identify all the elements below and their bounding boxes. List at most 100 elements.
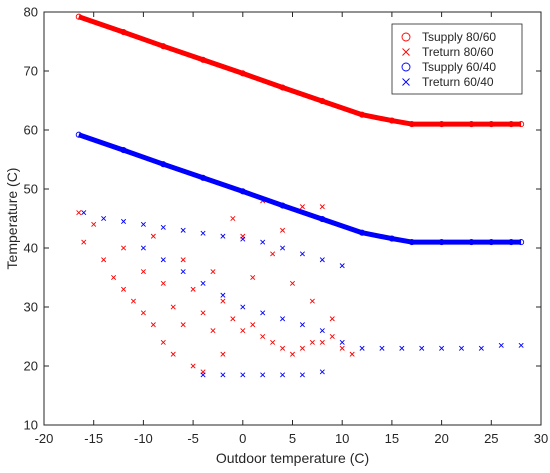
data-point [130, 298, 136, 304]
data-point [239, 188, 246, 195]
data-point [121, 286, 127, 292]
y-tick-label: 80 [24, 5, 38, 20]
data-point [339, 339, 345, 345]
data-point [299, 372, 305, 378]
series-1 [76, 198, 355, 375]
x-tick-label: 30 [534, 431, 548, 446]
data-point [200, 230, 206, 236]
data-point [468, 239, 475, 246]
series-2 [75, 131, 525, 246]
data-point [170, 351, 176, 357]
data-point [289, 280, 296, 286]
data-point [488, 121, 495, 128]
data-point [120, 29, 127, 36]
data-point [250, 322, 256, 328]
data-point [240, 236, 246, 242]
x-axis: -20 -15 -10 -5 0 5 10 15 20 25 30 [35, 12, 548, 446]
data-point [240, 372, 246, 378]
data-point [408, 121, 415, 128]
data-point [140, 310, 146, 316]
x-tick-label: -10 [134, 431, 153, 446]
x-axis-label: Outdoor temperature (C) [216, 450, 369, 466]
series-curve [77, 132, 522, 245]
data-point [319, 369, 325, 375]
data-point [76, 210, 82, 216]
data-point [359, 229, 366, 236]
data-point [279, 202, 286, 209]
x-tick-label: -5 [187, 431, 199, 446]
data-point [190, 286, 196, 292]
data-point [339, 345, 345, 351]
y-tick-label: 50 [24, 182, 38, 197]
data-point [299, 204, 305, 210]
data-point [160, 43, 167, 50]
data-point [270, 339, 276, 345]
data-point [309, 298, 315, 304]
data-point [280, 245, 286, 251]
data-point [180, 257, 186, 263]
y-tick-label: 10 [24, 418, 38, 433]
data-point [349, 351, 355, 357]
data-point [508, 121, 515, 128]
data-point [280, 372, 286, 378]
data-point [488, 239, 495, 246]
data-point [359, 111, 366, 118]
data-point [140, 269, 146, 275]
y-tick-label: 60 [24, 123, 38, 138]
data-point [270, 251, 276, 257]
data-point [180, 269, 186, 275]
data-point [160, 224, 166, 230]
data-point [239, 70, 246, 77]
data-point [319, 98, 326, 105]
data-point [329, 333, 335, 340]
data-point [160, 161, 167, 168]
legend-marker [401, 62, 411, 72]
series-curve [77, 14, 522, 127]
legend-entry: Tsupply 60/40 [422, 60, 496, 74]
data-point [408, 239, 415, 246]
data-point [230, 316, 236, 322]
data-point [498, 342, 504, 348]
data-point [121, 218, 127, 224]
legend-entry: Treturn 80/60 [422, 45, 494, 59]
data-point [280, 227, 286, 233]
legend-marker [402, 78, 410, 86]
data-point [160, 339, 166, 345]
data-point [299, 345, 305, 351]
data-point [260, 333, 266, 340]
data-point [199, 56, 207, 63]
data-point [121, 245, 127, 251]
y-tick-label: 20 [24, 359, 38, 374]
data-point [419, 345, 425, 351]
data-point [518, 121, 525, 128]
data-point [250, 274, 256, 281]
data-point [319, 339, 325, 345]
data-point [438, 239, 445, 246]
data-point [210, 269, 216, 275]
data-point [101, 257, 107, 263]
data-point [458, 345, 464, 351]
y-axis-label: Temperature (C) [4, 168, 20, 270]
x-tick-label: 10 [335, 431, 349, 446]
series-3 [81, 210, 524, 378]
data-point [220, 351, 226, 357]
series-0 [75, 13, 525, 128]
data-point [468, 121, 475, 128]
x-tick-label: 15 [385, 431, 399, 446]
data-point [111, 274, 117, 281]
data-point [140, 221, 146, 227]
data-point [220, 292, 226, 298]
data-point [329, 316, 335, 322]
legend-entry: Treturn 60/40 [422, 75, 494, 89]
data-point [200, 372, 206, 378]
data-point [260, 372, 266, 378]
data-point [210, 328, 216, 334]
data-point [319, 328, 325, 334]
data-point [160, 280, 166, 286]
data-point [220, 298, 226, 304]
data-point [518, 342, 524, 348]
legend-entry: Tsupply 80/60 [422, 30, 496, 44]
data-point [508, 239, 515, 246]
data-point [81, 210, 87, 216]
